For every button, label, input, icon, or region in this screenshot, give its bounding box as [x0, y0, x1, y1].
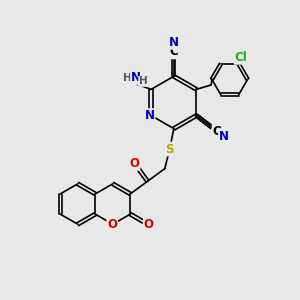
Text: N: N	[169, 36, 179, 49]
Text: H: H	[123, 73, 132, 83]
Text: N: N	[219, 130, 229, 143]
Text: C: C	[213, 125, 221, 138]
Text: C: C	[169, 45, 178, 58]
Text: Cl: Cl	[235, 51, 248, 64]
Text: N: N	[130, 71, 141, 84]
Text: H: H	[139, 76, 148, 86]
Text: O: O	[130, 157, 140, 170]
Text: O: O	[107, 218, 117, 231]
Text: N: N	[145, 109, 154, 122]
Text: S: S	[165, 142, 174, 155]
Text: O: O	[144, 218, 154, 231]
